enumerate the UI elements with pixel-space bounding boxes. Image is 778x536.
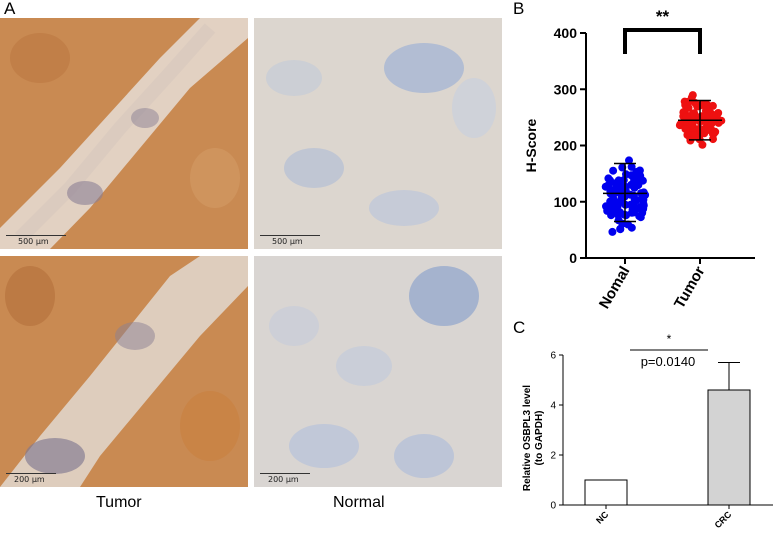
data-point: [682, 113, 691, 121]
data-point: [628, 205, 637, 214]
x-tick-label: CRC: [713, 509, 734, 530]
h-score-scatter-chart: 0 100 200 300 400 H-Score Nomal Tumor **: [523, 7, 755, 312]
tumor-stain-image: [0, 256, 248, 487]
data-point: [622, 170, 630, 179]
micrograph-tumor-low-mag: 500 µm: [0, 18, 248, 249]
y-tick-label: 0: [569, 250, 577, 266]
data-point: [630, 183, 639, 192]
panel-b-letter: B: [513, 0, 525, 18]
data-point: [604, 181, 613, 190]
micrograph-normal-low-mag: 500 µm: [254, 18, 502, 249]
bar: [707, 389, 751, 506]
x-tick-label: NC: [594, 509, 611, 526]
panel-c-letter: C: [513, 318, 526, 337]
data-point: [622, 211, 631, 220]
data-point: [688, 109, 697, 118]
y-tick-label: 200: [554, 138, 578, 154]
data-point: [709, 135, 717, 144]
y-tick-label: 0: [550, 501, 556, 512]
data-point: [627, 223, 636, 232]
scale-bar: [260, 473, 310, 474]
normal-stain-image: [254, 256, 502, 487]
data-point: [609, 166, 618, 175]
scale-bar-label: 200 µm: [268, 475, 299, 484]
data-point: [698, 140, 707, 149]
data-point: [712, 117, 721, 126]
data-point: [608, 227, 617, 236]
x-tick-label: Nomal: [596, 264, 634, 312]
scale-bar: [260, 235, 320, 236]
data-point: [639, 195, 648, 204]
caption-normal: Normal: [333, 494, 385, 511]
data-point: [627, 162, 636, 171]
y-axis-label: H-Score: [523, 118, 539, 172]
data-point: [636, 213, 645, 222]
y-axis-label: (to GAPDH): [534, 411, 545, 466]
x-tick-label: Tumor: [671, 263, 709, 311]
data-point: [614, 176, 623, 185]
data-point: [625, 156, 633, 165]
scale-bar: [6, 235, 66, 236]
significance-label: **: [656, 7, 670, 26]
scale-bar-label: 200 µm: [14, 475, 45, 484]
data-point: [690, 131, 699, 140]
y-tick-label: 2: [550, 451, 556, 462]
panel-a-letter: A: [4, 0, 16, 18]
bar: [584, 479, 628, 506]
data-point: [681, 124, 690, 133]
significance-bracket: [623, 28, 702, 54]
data-point: [639, 204, 648, 213]
y-tick-label: 400: [554, 25, 578, 41]
y-tick-label: 100: [554, 194, 578, 210]
micrograph-tumor-high-mag: 200 µm: [0, 256, 248, 487]
data-point: [708, 101, 717, 110]
data-point: [700, 117, 709, 125]
normal-stain-image: [254, 18, 502, 249]
y-tick-label: 4: [550, 401, 556, 412]
osbpl3-bar-chart: 0 2 4 6 Relative OSBPL3 level (to GAPDH) NC CRC…: [522, 332, 773, 530]
y-tick-label: 300: [554, 81, 578, 97]
data-point: [610, 204, 619, 213]
data-point: [614, 211, 623, 220]
data-point: [630, 176, 639, 184]
data-point: [680, 97, 689, 106]
data-point: [635, 168, 644, 176]
p-value-label: p=0.0140: [641, 354, 696, 369]
y-tick-label: 6: [550, 351, 556, 362]
caption-tumor: Tumor: [96, 494, 142, 511]
scale-bar-label: 500 µm: [272, 237, 303, 246]
tumor-stain-image: [0, 18, 248, 249]
scale-bar: [6, 473, 56, 474]
scale-bar-label: 500 µm: [18, 237, 49, 246]
micrograph-normal-high-mag: 200 µm: [254, 256, 502, 487]
significance-label: *: [667, 332, 672, 346]
y-axis-label: Relative OSBPL3 level: [522, 385, 533, 491]
data-point: [604, 174, 613, 183]
